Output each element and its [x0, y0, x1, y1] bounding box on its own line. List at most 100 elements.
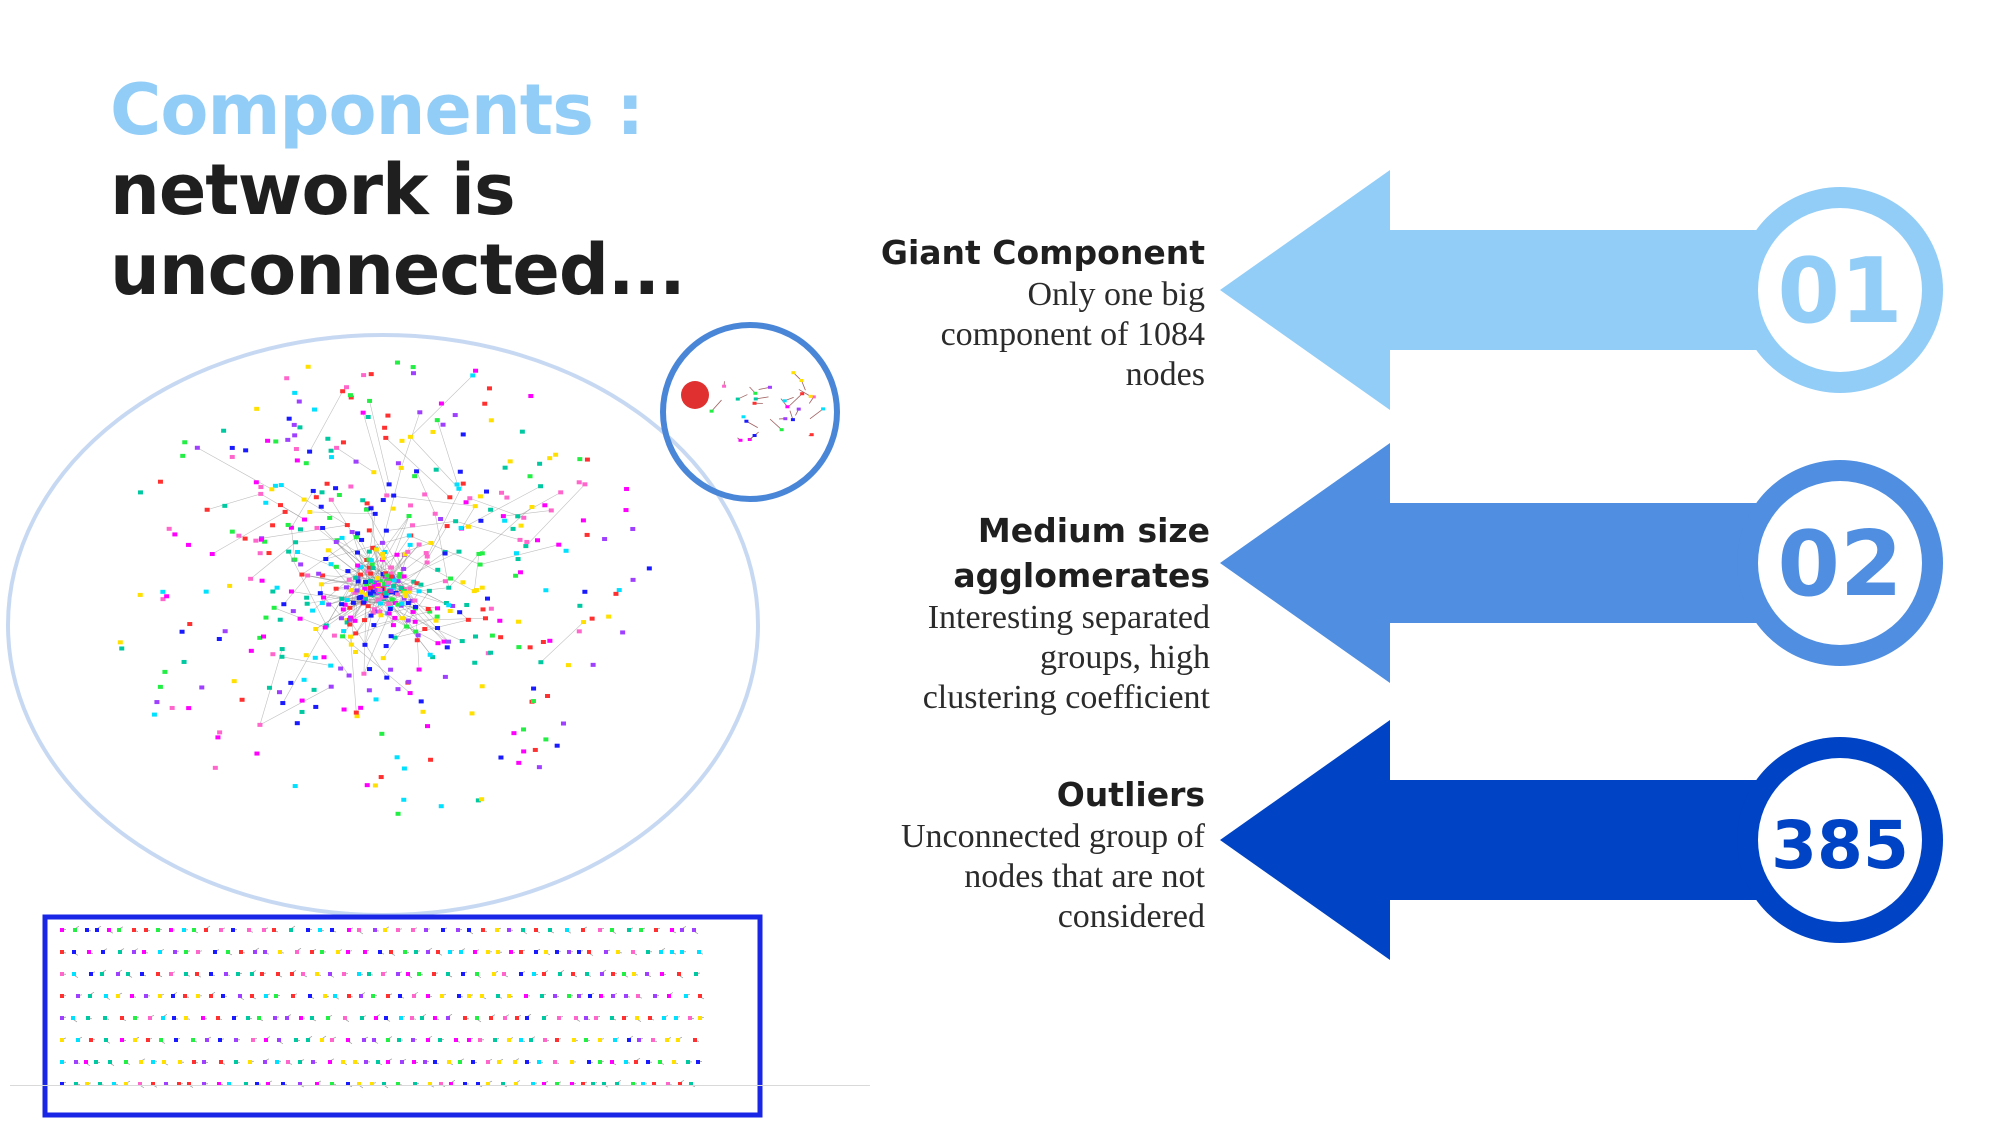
- node: [456, 549, 462, 554]
- node: [390, 506, 396, 511]
- node: [290, 972, 294, 976]
- arrow-01-number: 01: [1777, 239, 1902, 344]
- edge: [281, 484, 348, 526]
- node: [542, 1082, 546, 1086]
- node: [368, 558, 374, 563]
- node: [577, 603, 583, 608]
- node: [509, 950, 513, 954]
- node: [416, 542, 422, 547]
- node: [248, 1060, 252, 1064]
- node: [364, 507, 370, 512]
- node: [567, 950, 571, 954]
- node: [392, 600, 398, 605]
- node: [504, 495, 510, 500]
- edge: [362, 412, 388, 496]
- node: [363, 950, 367, 954]
- node: [179, 629, 185, 634]
- node: [631, 950, 635, 954]
- node: [433, 467, 439, 472]
- node: [357, 928, 361, 932]
- node: [166, 526, 172, 531]
- edge: [386, 520, 456, 531]
- node: [514, 1082, 518, 1086]
- edge: [755, 396, 769, 400]
- node: [270, 589, 276, 594]
- node: [160, 597, 166, 602]
- edge: [540, 621, 584, 663]
- node: [352, 618, 358, 623]
- node: [425, 724, 431, 729]
- node: [448, 950, 452, 954]
- node: [362, 592, 368, 597]
- node: [783, 417, 788, 421]
- node: [118, 950, 122, 954]
- edge: [809, 408, 824, 420]
- node: [519, 1038, 523, 1042]
- edge: [342, 636, 411, 694]
- node: [162, 669, 168, 674]
- node: [402, 594, 408, 599]
- node: [517, 570, 523, 575]
- node: [306, 928, 310, 932]
- node: [310, 488, 316, 493]
- node: [446, 585, 452, 590]
- node: [215, 735, 221, 740]
- medium-cluster-circle: [660, 322, 840, 502]
- edge: [207, 493, 261, 511]
- node: [352, 590, 358, 595]
- node: [370, 566, 376, 571]
- node: [303, 653, 309, 658]
- node: [581, 1082, 585, 1086]
- node: [354, 550, 360, 555]
- node: [401, 574, 407, 579]
- node: [472, 504, 478, 509]
- node: [292, 433, 298, 438]
- edge: [480, 544, 559, 565]
- node: [654, 928, 658, 932]
- node: [347, 622, 353, 627]
- node: [376, 1060, 380, 1064]
- node: [373, 547, 379, 552]
- node: [484, 596, 490, 601]
- node: [428, 540, 434, 545]
- node: [458, 1060, 462, 1064]
- node: [544, 950, 548, 954]
- node: [588, 994, 592, 998]
- node: [380, 556, 386, 561]
- node: [473, 950, 477, 954]
- node: [382, 1082, 386, 1086]
- node: [598, 928, 602, 932]
- node: [622, 972, 626, 976]
- heading-line: agglomerates: [953, 556, 1210, 595]
- node: [353, 575, 359, 580]
- node: [412, 1060, 416, 1064]
- node: [497, 1060, 501, 1064]
- edge: [461, 485, 541, 529]
- node: [535, 538, 541, 543]
- node: [340, 634, 346, 639]
- node: [407, 542, 413, 547]
- node: [558, 972, 562, 976]
- node: [384, 1016, 388, 1020]
- node: [226, 950, 230, 954]
- node: [274, 585, 280, 590]
- node: [353, 459, 359, 464]
- node: [374, 591, 380, 596]
- node: [384, 675, 390, 680]
- outlier-box: [42, 914, 763, 1118]
- node: [480, 607, 486, 612]
- title-accent: Components :: [110, 69, 644, 151]
- node: [362, 642, 368, 647]
- node: [222, 629, 228, 634]
- node: [181, 659, 187, 664]
- arrow-02-number: 02: [1777, 512, 1902, 617]
- node: [194, 445, 200, 450]
- node: [374, 576, 380, 581]
- node: [389, 950, 393, 954]
- node: [346, 950, 350, 954]
- node: [418, 699, 424, 704]
- node: [386, 1038, 390, 1042]
- node: [229, 445, 235, 450]
- node: [543, 737, 549, 742]
- node: [253, 950, 257, 954]
